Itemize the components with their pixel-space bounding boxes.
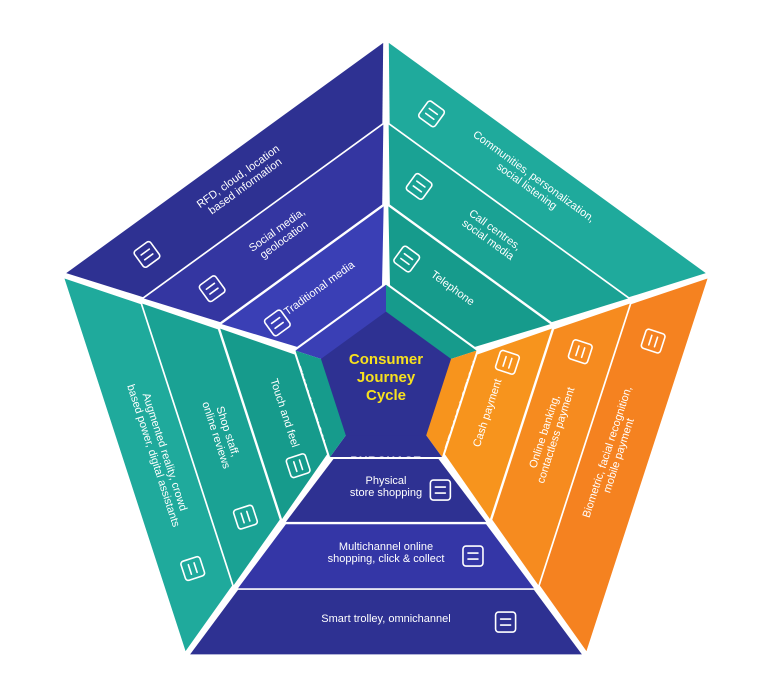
segment-purchase-band-1-label: Multichannel onlineshopping, click & col…: [328, 541, 445, 565]
segment-purchase-band-2-label: Smart trolley, omnichannel: [321, 613, 450, 625]
